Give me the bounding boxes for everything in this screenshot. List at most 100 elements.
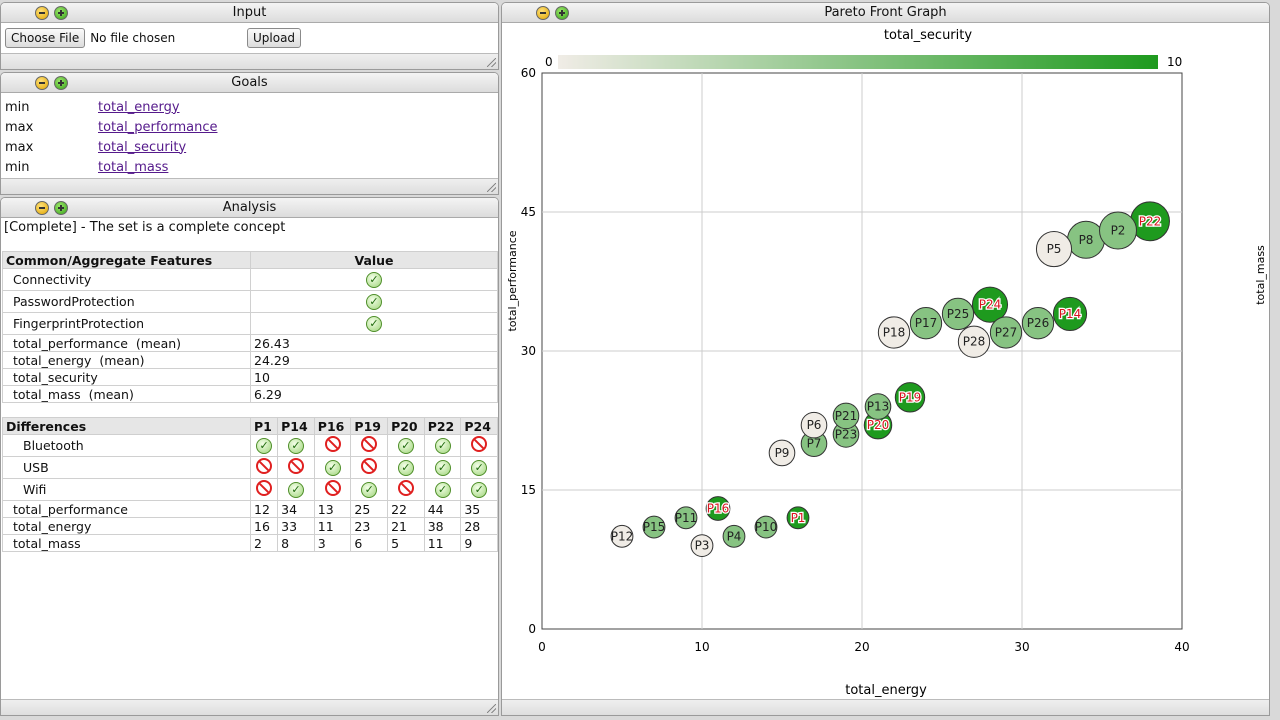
analysis-panel-footer bbox=[1, 699, 498, 715]
analysis-panel-title: Analysis bbox=[222, 200, 277, 215]
point-p10[interactable]: P10 bbox=[754, 515, 778, 539]
metric-cell: 16 bbox=[249, 517, 279, 535]
check-icon: ✓ bbox=[471, 460, 488, 476]
point-p18[interactable]: P18 bbox=[877, 316, 911, 349]
point-p1[interactable]: P1 bbox=[786, 506, 810, 530]
bubble[interactable] bbox=[1052, 296, 1088, 332]
metric-cell: 8 bbox=[277, 534, 315, 552]
bubble[interactable] bbox=[1035, 231, 1073, 268]
minimize-icon[interactable] bbox=[536, 6, 550, 20]
bubble[interactable] bbox=[690, 534, 714, 557]
value-header: Value bbox=[250, 251, 498, 269]
point-p13[interactable]: P13 bbox=[864, 393, 892, 420]
bubble[interactable] bbox=[971, 286, 1009, 323]
point-p7[interactable]: P7 bbox=[800, 430, 828, 457]
goal-link[interactable]: total_security bbox=[98, 139, 187, 155]
bubble[interactable] bbox=[610, 524, 634, 548]
goal-link[interactable]: total_mass bbox=[98, 159, 169, 175]
goal-row: min total_mass bbox=[5, 157, 217, 177]
maximize-icon[interactable] bbox=[54, 6, 68, 20]
metric-name: total_performance bbox=[2, 500, 251, 518]
goal-row: max total_security bbox=[5, 137, 217, 157]
bubble[interactable] bbox=[754, 515, 778, 539]
point-p4[interactable]: P4 bbox=[722, 524, 746, 548]
metric-cell: 34 bbox=[277, 500, 315, 518]
common-feature-row: Connectivity ✓ bbox=[2, 268, 498, 291]
difference-metric-row: total_energy 16 33 11 23 21 38 28 bbox=[2, 517, 498, 535]
color-legend-bar bbox=[558, 55, 1158, 69]
point-p3[interactable]: P3 bbox=[690, 534, 714, 557]
bubble[interactable] bbox=[894, 382, 926, 413]
maximize-icon[interactable] bbox=[54, 76, 68, 90]
bubble[interactable] bbox=[722, 524, 746, 548]
input-panel-titlebar: Input bbox=[1, 3, 498, 23]
point-p6[interactable]: P6 bbox=[800, 411, 828, 439]
metric-cell: 11 bbox=[423, 534, 462, 552]
goal-link[interactable]: total_energy bbox=[98, 99, 180, 115]
point-p22[interactable]: P22 bbox=[1130, 201, 1170, 242]
point-p24[interactable]: P24 bbox=[971, 286, 1009, 323]
point-p5[interactable]: P5 bbox=[1035, 231, 1073, 268]
point-p19[interactable]: P19 bbox=[894, 382, 926, 413]
upload-button[interactable]: Upload bbox=[247, 28, 302, 48]
resize-grip-icon[interactable] bbox=[487, 183, 496, 192]
point-label: P13 bbox=[867, 400, 890, 414]
bubble[interactable] bbox=[674, 506, 698, 530]
minimize-icon[interactable] bbox=[35, 6, 49, 20]
point-p12[interactable]: P12 bbox=[610, 524, 634, 548]
metric-cell: 28 bbox=[460, 517, 498, 535]
bubble[interactable] bbox=[786, 506, 810, 530]
point-p8[interactable]: P8 bbox=[1067, 220, 1105, 259]
bubble[interactable] bbox=[877, 316, 911, 349]
bubble[interactable] bbox=[705, 496, 731, 521]
point-p2[interactable]: P2 bbox=[1099, 211, 1137, 250]
y-axis-label: total_performance bbox=[506, 230, 519, 331]
bubble[interactable] bbox=[909, 307, 943, 340]
point-label: P9 bbox=[775, 446, 790, 460]
minimize-icon[interactable] bbox=[35, 201, 49, 215]
resize-grip-icon[interactable] bbox=[487, 58, 496, 67]
bubble[interactable] bbox=[957, 325, 991, 358]
point-label: P4 bbox=[727, 529, 742, 543]
point-p25[interactable]: P25 bbox=[941, 297, 975, 331]
bubble[interactable] bbox=[1021, 307, 1055, 340]
feature-value: ✓ bbox=[250, 268, 498, 291]
bubble[interactable] bbox=[941, 297, 975, 331]
point-p28[interactable]: P28 bbox=[957, 325, 991, 358]
choose-file-button[interactable]: Choose File bbox=[5, 28, 86, 48]
bubble[interactable] bbox=[642, 515, 666, 539]
maximize-icon[interactable] bbox=[54, 201, 68, 215]
goal-direction: min bbox=[5, 99, 30, 115]
maximize-icon[interactable] bbox=[555, 6, 569, 20]
check-icon: ✓ bbox=[366, 272, 382, 288]
point-p20[interactable]: P20 bbox=[863, 410, 893, 440]
difference-metric-row: total_mass 2 8 3 6 5 11 9 bbox=[2, 534, 498, 552]
bubble[interactable] bbox=[800, 411, 828, 439]
goal-link[interactable]: total_performance bbox=[98, 119, 218, 135]
bubble[interactable] bbox=[1099, 211, 1137, 250]
check-icon: ✓ bbox=[397, 438, 414, 454]
point-p14[interactable]: P14 bbox=[1052, 296, 1088, 332]
point-label: P14 bbox=[1059, 307, 1082, 321]
point-p17[interactable]: P17 bbox=[909, 307, 943, 340]
differences-header-row: Differences P1 P14 P16 P19 P20 P22 P24 bbox=[2, 417, 498, 435]
aggregate-name: total_security bbox=[2, 368, 251, 386]
bubble[interactable] bbox=[832, 402, 860, 430]
point-p16[interactable]: P16 bbox=[705, 496, 731, 521]
minimize-icon[interactable] bbox=[35, 76, 49, 90]
feature-name: USB bbox=[2, 456, 251, 479]
bubble[interactable] bbox=[864, 393, 892, 420]
point-p15[interactable]: P15 bbox=[642, 515, 666, 539]
point-p21[interactable]: P21 bbox=[832, 402, 860, 430]
y-tick-label: 60 bbox=[521, 66, 536, 80]
bubble[interactable] bbox=[989, 316, 1023, 349]
point-label: P26 bbox=[1027, 316, 1050, 330]
point-p11[interactable]: P11 bbox=[674, 506, 698, 530]
bubble[interactable] bbox=[768, 439, 796, 467]
point-p9[interactable]: P9 bbox=[768, 439, 796, 467]
point-p27[interactable]: P27 bbox=[989, 316, 1023, 349]
point-label: P28 bbox=[963, 335, 986, 349]
point-p26[interactable]: P26 bbox=[1021, 307, 1055, 340]
resize-grip-icon[interactable] bbox=[487, 704, 496, 713]
point-label: P6 bbox=[807, 418, 822, 432]
